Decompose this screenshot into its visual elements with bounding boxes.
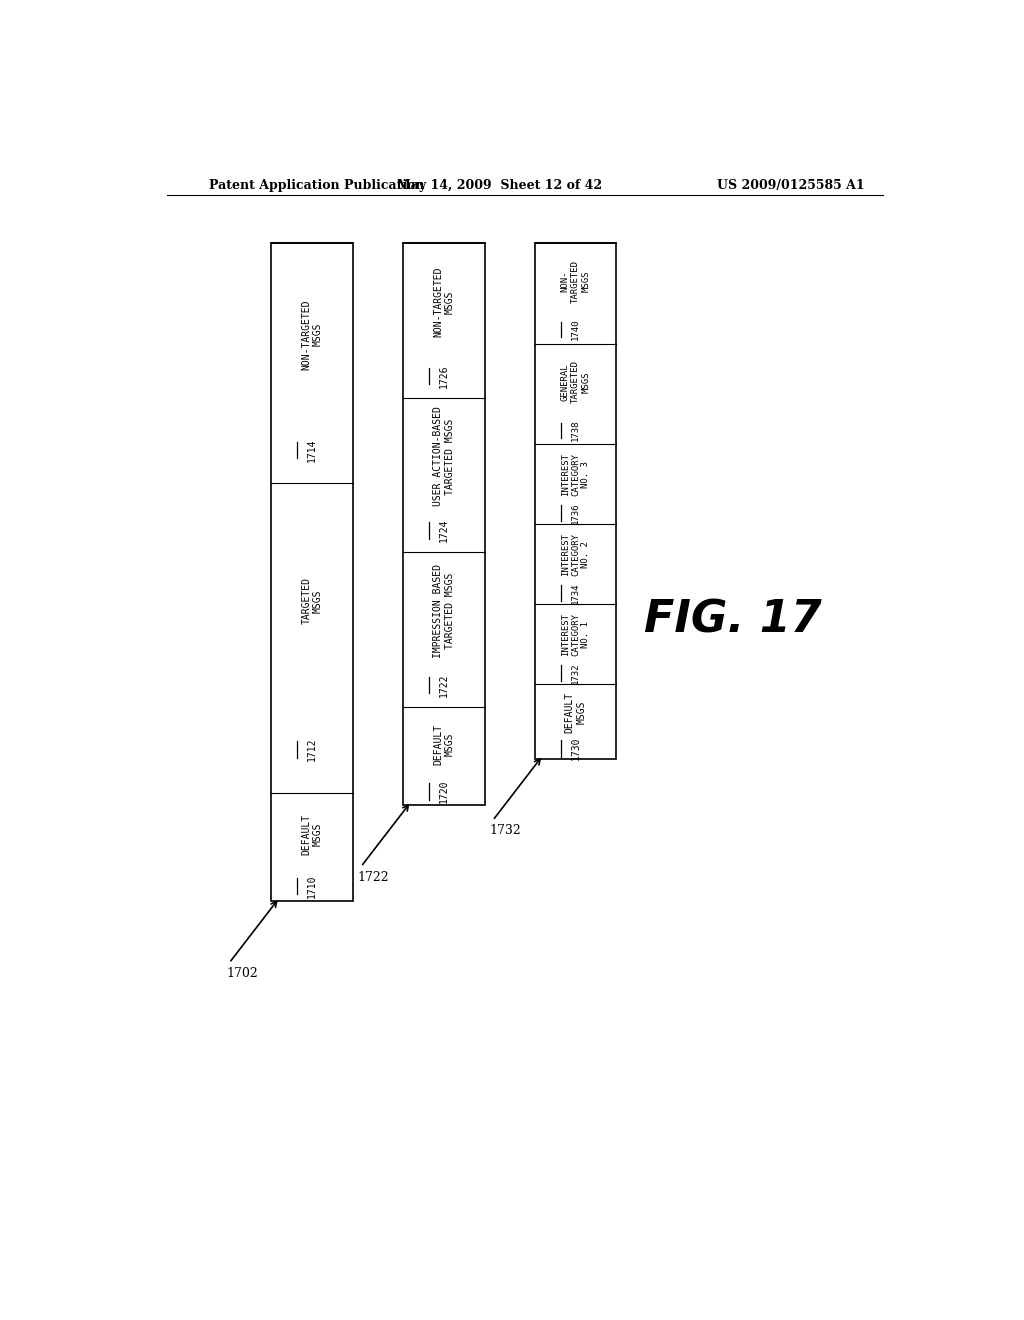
Text: 1726: 1726	[439, 364, 449, 388]
Text: Patent Application Publication: Patent Application Publication	[209, 178, 425, 191]
Text: 1714: 1714	[307, 438, 317, 462]
Text: TARGETED
MSGS: TARGETED MSGS	[301, 577, 323, 624]
Bar	[535, 243, 616, 759]
Text: DEFAULT
MSGS: DEFAULT MSGS	[301, 813, 323, 854]
Text: 1710: 1710	[307, 874, 317, 898]
Text: INTEREST
CATEGORY
NO. 3: INTEREST CATEGORY NO. 3	[561, 453, 591, 496]
Text: DEFAULT
MSGS: DEFAULT MSGS	[565, 692, 587, 733]
Text: 1702: 1702	[226, 968, 258, 979]
Text: 1732: 1732	[489, 825, 521, 837]
Text: 1730: 1730	[570, 737, 581, 760]
Text: DEFAULT
MSGS: DEFAULT MSGS	[433, 723, 455, 764]
Text: FIG. 17: FIG. 17	[644, 599, 821, 642]
Text: May 14, 2009  Sheet 12 of 42: May 14, 2009 Sheet 12 of 42	[397, 178, 602, 191]
Bar	[271, 243, 352, 902]
Text: IMPRESSION BASED
TARGETED MSGS: IMPRESSION BASED TARGETED MSGS	[433, 564, 455, 657]
Text: NON-TARGETED
MSGS: NON-TARGETED MSGS	[433, 267, 455, 337]
Text: 1722: 1722	[357, 871, 389, 883]
Text: GENERAL
TARGETED
MSGS: GENERAL TARGETED MSGS	[561, 360, 591, 404]
Text: 1732: 1732	[571, 663, 580, 684]
Text: NON-TARGETED
MSGS: NON-TARGETED MSGS	[301, 300, 323, 370]
Text: 1738: 1738	[571, 420, 580, 441]
Text: US 2009/0125585 A1: US 2009/0125585 A1	[717, 178, 864, 191]
Text: INTEREST
CATEGORY
NO. 1: INTEREST CATEGORY NO. 1	[561, 612, 591, 656]
Bar	[403, 243, 484, 805]
Text: 1734: 1734	[571, 582, 580, 603]
Text: 1724: 1724	[439, 519, 449, 543]
Text: 1740: 1740	[571, 319, 580, 341]
Text: NON-
TARGETED
MSGS: NON- TARGETED MSGS	[561, 260, 591, 302]
Text: USER ACTION-BASED
TARGETED MSGS: USER ACTION-BASED TARGETED MSGS	[433, 407, 455, 507]
Text: INTEREST
CATEGORY
NO. 2: INTEREST CATEGORY NO. 2	[561, 533, 591, 576]
Text: 1736: 1736	[571, 503, 580, 524]
Text: 1722: 1722	[439, 673, 449, 697]
Text: 1712: 1712	[307, 738, 317, 762]
Text: 1720: 1720	[439, 780, 449, 803]
